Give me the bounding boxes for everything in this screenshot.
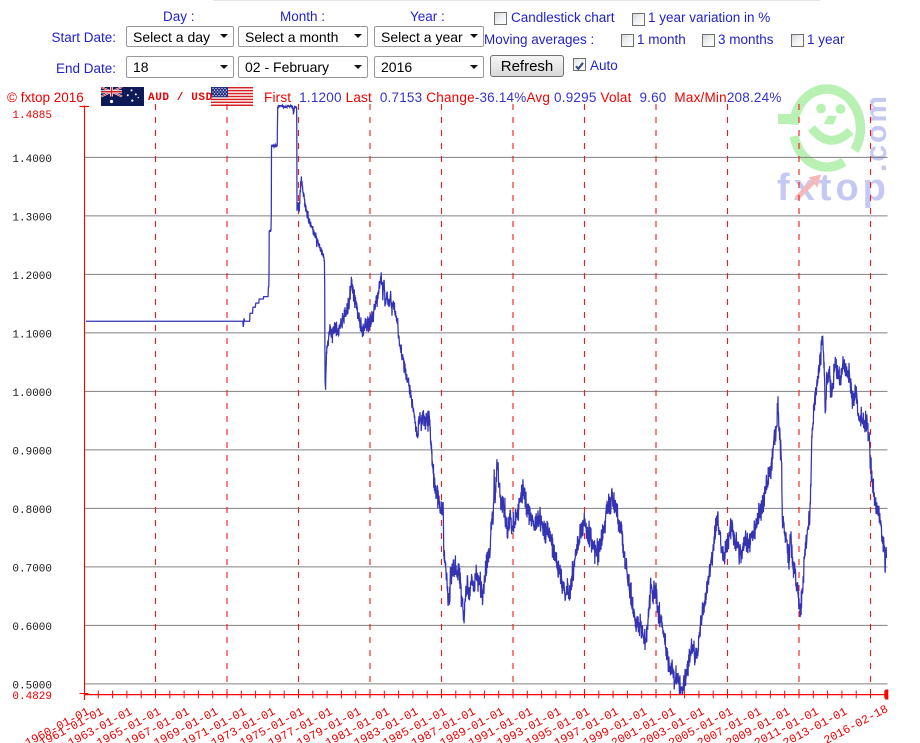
svg-text:1.4000: 1.4000	[12, 154, 52, 166]
svg-text:fxtop: fxtop	[777, 167, 890, 209]
svg-text:0.9000: 0.9000	[12, 447, 52, 459]
svg-text:0.4829: 0.4829	[12, 691, 52, 703]
svg-text:1.2000: 1.2000	[12, 271, 52, 283]
svg-text:0.7000: 0.7000	[12, 564, 52, 576]
svg-text:1.4885: 1.4885	[12, 110, 52, 122]
svg-text:1.0000: 1.0000	[12, 388, 52, 400]
svg-text:0.8000: 0.8000	[12, 505, 52, 517]
svg-text:0.5000: 0.5000	[12, 681, 52, 693]
svg-text:.com: .com	[860, 94, 893, 172]
svg-text:1.1000: 1.1000	[12, 330, 52, 342]
svg-text:1.3000: 1.3000	[12, 213, 52, 225]
svg-text:0.6000: 0.6000	[12, 622, 52, 634]
